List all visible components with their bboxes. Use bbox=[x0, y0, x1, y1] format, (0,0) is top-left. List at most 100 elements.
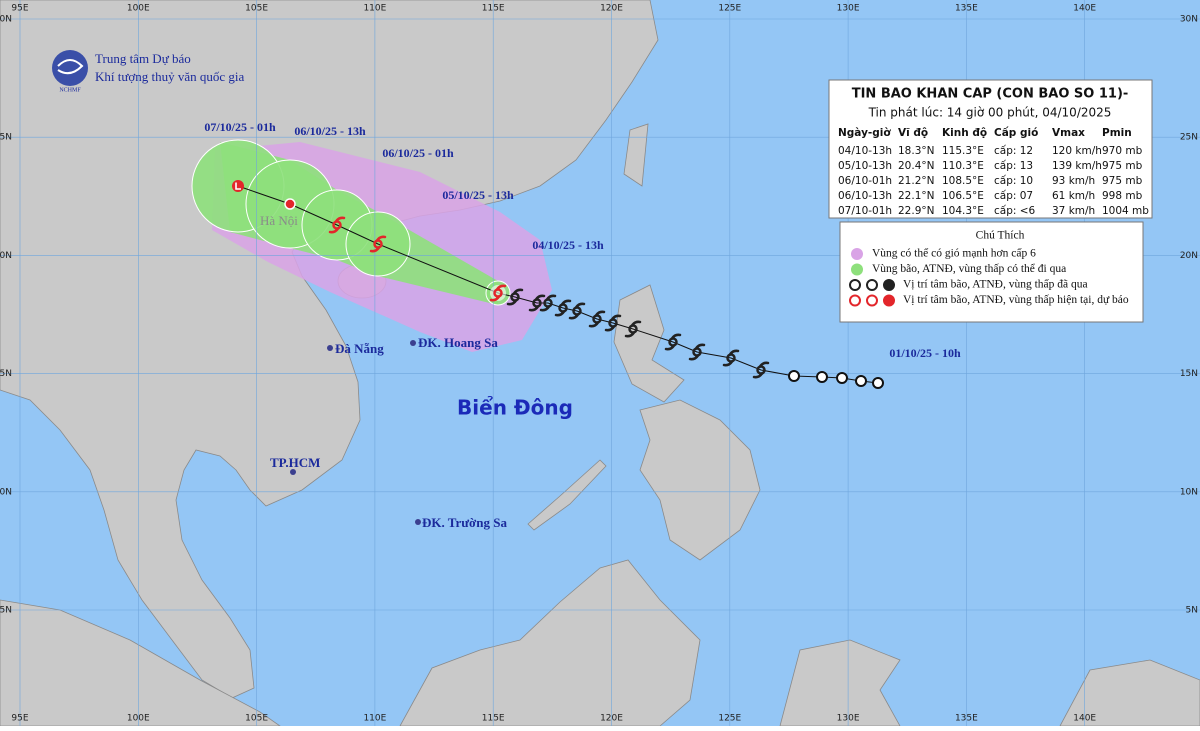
bulletin-box bbox=[828, 79, 1153, 219]
table-cell: 22.9°N bbox=[898, 205, 934, 217]
storm-arm bbox=[624, 320, 642, 338]
past-storm bbox=[624, 320, 642, 338]
forecast-low-mark bbox=[235, 182, 241, 190]
table-cell: 115.3°E bbox=[942, 145, 984, 157]
track-time-label: 05/10/25 - 13h bbox=[442, 188, 514, 202]
place-label: Hà Nội bbox=[260, 213, 298, 228]
table-cell: cấp: 10 bbox=[994, 175, 1033, 187]
table-cell: 139 km/h bbox=[1052, 160, 1102, 172]
storm-arm bbox=[588, 310, 606, 328]
storm-arm bbox=[539, 294, 557, 312]
lon-label: 115E bbox=[482, 4, 505, 14]
logo-mark bbox=[52, 50, 88, 86]
table-cell: 970 mb bbox=[1102, 145, 1143, 157]
table-cell: 18.3°N bbox=[898, 145, 934, 157]
lat-label: 15N bbox=[0, 369, 12, 379]
bulletin-table: Ngày-giờ Vĩ độ Kinh độ Cấp gió Vmax Pmin 04/10… bbox=[838, 126, 1149, 217]
legend-label: Vị trí tâm bão, ATNĐ, vùng thấp đã qua bbox=[903, 278, 1088, 291]
table-cell: 04/10-13h bbox=[838, 145, 892, 157]
labels: 07/10/25 - 01h 06/10/25 - 13h 06/10/25 - 0… bbox=[204, 120, 961, 530]
track bbox=[232, 180, 884, 389]
table-cell: 120 km/h bbox=[1052, 145, 1102, 157]
lon-label: 140E bbox=[1073, 4, 1096, 14]
legend-swatch bbox=[851, 248, 863, 260]
past-storm bbox=[528, 294, 546, 312]
current-halo bbox=[490, 285, 506, 301]
table-cell: 998 mb bbox=[1102, 190, 1143, 202]
forecast-storm bbox=[369, 235, 387, 253]
past-storm bbox=[664, 333, 682, 351]
past-storm bbox=[506, 288, 524, 306]
table-header: Pmin bbox=[1102, 127, 1132, 139]
lat-label: 30N bbox=[0, 15, 12, 25]
table-header: Ngày-giờ bbox=[838, 127, 891, 139]
lat-label: 15N bbox=[1180, 369, 1198, 379]
past-low bbox=[816, 371, 828, 383]
past-storm bbox=[688, 343, 706, 361]
table-cell: cấp: 07 bbox=[994, 190, 1033, 202]
table-cell: 1004 mb bbox=[1102, 205, 1149, 217]
legend-title: Chú Thích bbox=[976, 230, 1025, 242]
lon-label: 130E bbox=[837, 714, 860, 724]
table-cell: cấp: <6 bbox=[994, 205, 1036, 217]
table-cell: 06/10-01h bbox=[838, 175, 892, 187]
lat-label: 5N bbox=[0, 606, 12, 616]
past-storm bbox=[604, 314, 622, 332]
place-dot bbox=[290, 469, 296, 475]
table-cell: 61 km/h bbox=[1052, 190, 1095, 202]
legend-symbol bbox=[849, 294, 861, 307]
table-header: Cấp gió bbox=[994, 126, 1038, 139]
forecast-low bbox=[232, 180, 244, 192]
legend: Chú Thích Vùng có thể có gió mạnh hơn cấ… bbox=[839, 221, 1144, 323]
past-low bbox=[855, 375, 867, 387]
past-low bbox=[788, 370, 800, 382]
lon-label: 105E bbox=[245, 714, 268, 724]
place-label: TP.HCM bbox=[270, 455, 320, 470]
place-dot bbox=[327, 345, 333, 351]
past-storm bbox=[588, 310, 606, 328]
table-cell: 93 km/h bbox=[1052, 175, 1095, 187]
logo: NCHMF Trung tâm Dự báo Khí tượng thuỷ vă… bbox=[52, 50, 245, 93]
lon-label: 115E bbox=[482, 714, 505, 724]
place-label: ĐK. Hoang Sa bbox=[418, 335, 498, 350]
past-storm bbox=[568, 302, 586, 320]
table-cell: 20.4°N bbox=[898, 160, 934, 172]
org-name: Trung tâm Dự báo bbox=[95, 51, 191, 66]
table-cell: 104.3°E bbox=[942, 205, 984, 217]
place-dot bbox=[415, 519, 421, 525]
storm-arm bbox=[568, 302, 586, 320]
lat-label: 30N bbox=[1180, 15, 1198, 25]
sea-label: Biển Đông bbox=[457, 396, 573, 420]
storm-arm bbox=[369, 235, 387, 253]
storm-arm bbox=[664, 333, 682, 351]
table-cell: cấp: 13 bbox=[994, 160, 1033, 172]
storm-arm bbox=[506, 288, 524, 306]
legend-symbol bbox=[866, 279, 878, 291]
past-storm bbox=[752, 361, 770, 379]
legend-symbol bbox=[866, 294, 878, 307]
bulletin-title: TIN BAO KHAN CAP (CON BAO SO 11)- bbox=[852, 87, 1129, 102]
table-cell: 108.5°E bbox=[942, 175, 984, 187]
bulletin: TIN BAO KHAN CAP (CON BAO SO 11)- Tin ph… bbox=[828, 79, 1153, 219]
past-storm bbox=[722, 349, 740, 367]
lat-label: 20N bbox=[1180, 251, 1198, 261]
lat-label: 25N bbox=[1180, 133, 1198, 143]
table-cell: 106.5°E bbox=[942, 190, 984, 202]
table-cell: 975 mb bbox=[1102, 160, 1143, 172]
table-cell: 975 mb bbox=[1102, 175, 1143, 187]
table-header: Vmax bbox=[1052, 127, 1085, 139]
track-time-label: 04/10/25 - 13h bbox=[532, 238, 604, 252]
track-time-label: 07/10/25 - 01h bbox=[204, 120, 276, 134]
past-storm bbox=[539, 294, 557, 312]
table-cell: 06/10-13h bbox=[838, 190, 892, 202]
lat-label: 25N bbox=[0, 133, 12, 143]
lon-label: 140E bbox=[1073, 714, 1096, 724]
lon-label: 130E bbox=[837, 4, 860, 14]
storm-arm bbox=[528, 294, 546, 312]
table-cell: 22.1°N bbox=[898, 190, 934, 202]
table-header: Vĩ độ bbox=[898, 127, 928, 139]
lon-label: 105E bbox=[245, 4, 268, 14]
table-cell: 07/10-01h bbox=[838, 205, 892, 217]
past-low bbox=[872, 377, 884, 389]
